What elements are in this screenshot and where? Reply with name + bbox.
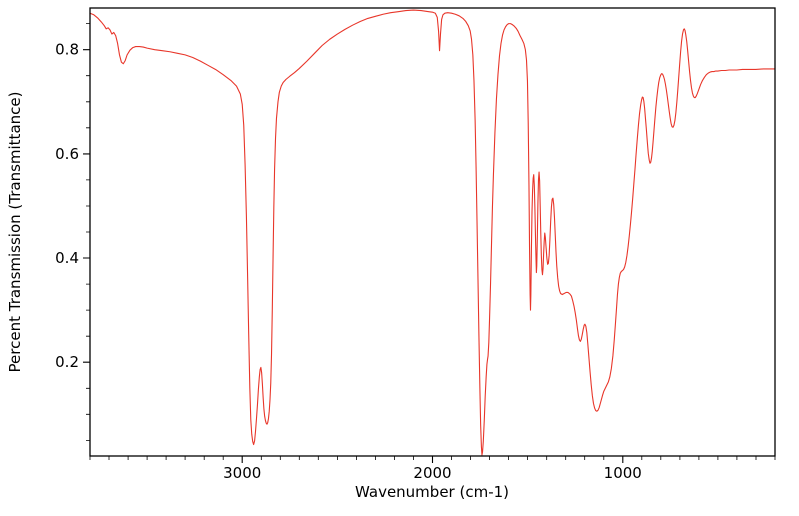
spectrum-series	[89, 9, 776, 456]
y-tick-label: 0.4	[55, 249, 79, 267]
x-tick-label: 3000	[223, 464, 261, 482]
x-tick-label: 2000	[413, 464, 451, 482]
tick-labels: 3000 2000 1000 0.2 0.4 0.6 0.8	[55, 41, 642, 482]
x-axis-title: Wavenumber (cm-1)	[355, 483, 509, 501]
y-axis-title: Percent Transmission (Transmittance)	[6, 92, 24, 373]
y-tick-label: 0.2	[55, 353, 79, 371]
y-tick-label: 0.6	[55, 145, 79, 163]
major-tick-marks	[83, 49, 624, 463]
minor-tick-marks	[86, 23, 776, 460]
x-tick-label: 1000	[604, 464, 642, 482]
spectrum-line	[89, 9, 776, 456]
minor-ticks	[86, 23, 776, 460]
major-ticks	[83, 49, 624, 463]
plot-frame	[89, 7, 776, 457]
y-tick-label: 0.8	[55, 41, 79, 59]
